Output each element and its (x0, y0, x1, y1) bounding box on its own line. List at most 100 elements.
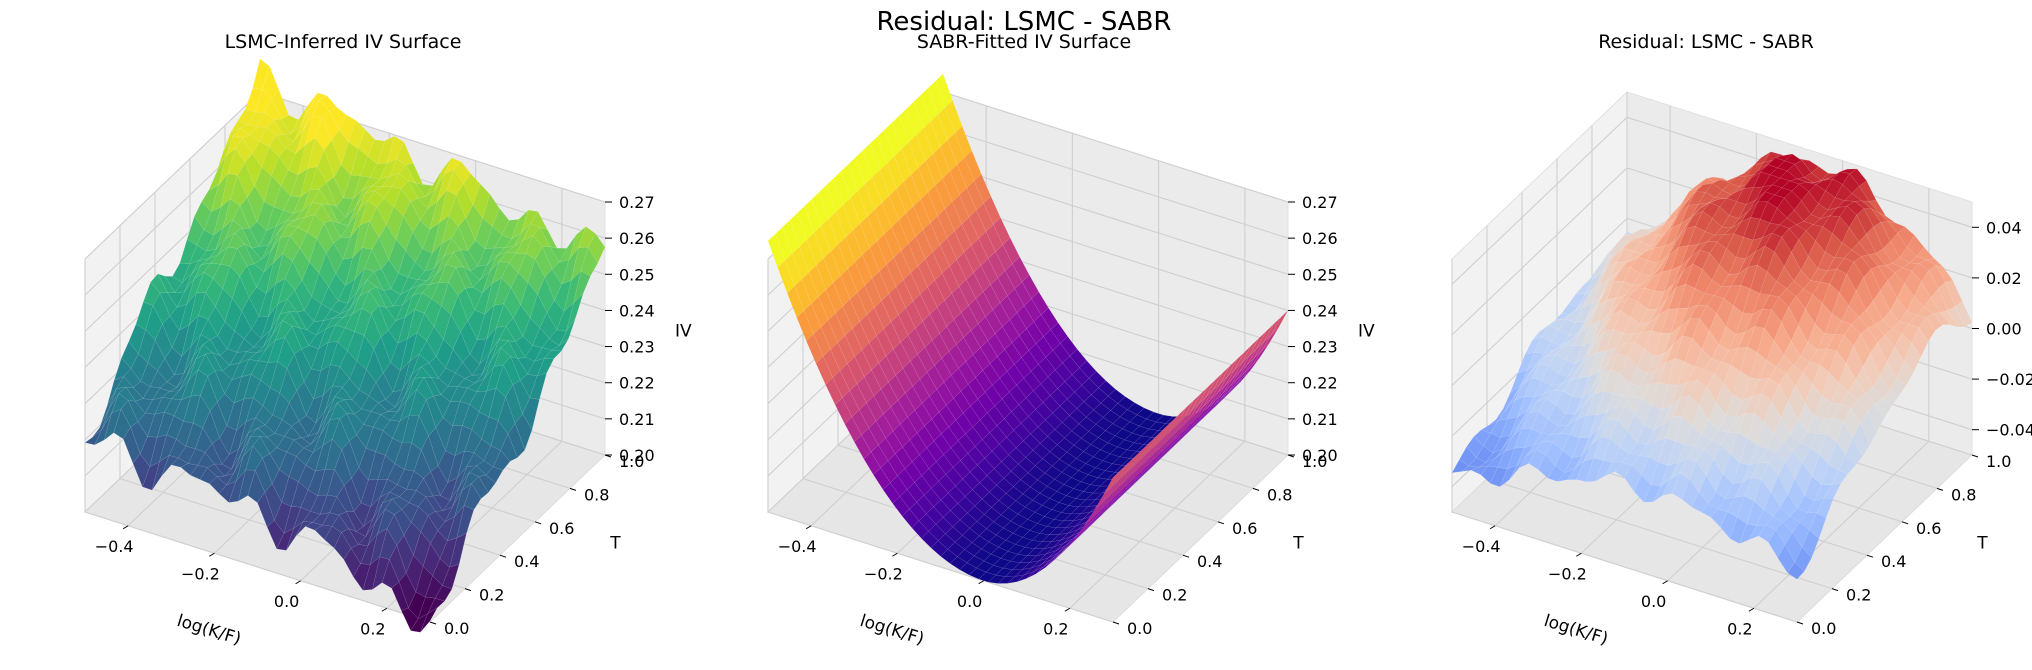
surface (767, 73, 1289, 584)
x-tick-label: 0.2 (1727, 619, 1752, 638)
x-tick-label: −0.4 (95, 537, 134, 556)
x-tick (805, 525, 812, 530)
x-tick (122, 525, 129, 530)
x-tick-label: 0.0 (274, 592, 299, 611)
y-tick (569, 487, 577, 491)
x-axis-label: log(K/F) (175, 611, 244, 649)
z-tick-label: 0.25 (1302, 265, 1338, 284)
z-tick-label: 0.02 (1986, 269, 2022, 288)
y-tick (534, 521, 542, 525)
y-tick (1112, 621, 1120, 625)
y-axis-label: T (609, 534, 621, 554)
y-tick-label: 1.0 (1986, 452, 2011, 471)
surface-patch (1940, 310, 1958, 328)
surface-patch (1845, 437, 1863, 466)
surface-patch (587, 233, 606, 264)
surface-patch (1139, 435, 1158, 461)
y-tick (1796, 621, 1804, 625)
y-tick-label: 0.8 (584, 485, 609, 504)
y-tick (1971, 454, 1979, 458)
surface-patch (1889, 378, 1907, 397)
y-tick-label: 0.2 (479, 586, 504, 605)
z-tick-label: −0.04 (1986, 421, 2032, 440)
surface-patch (1925, 313, 1944, 331)
surface-patch (566, 293, 584, 332)
x-tick (892, 552, 898, 557)
x-tick (381, 607, 388, 612)
surface-patch (1903, 342, 1922, 373)
y-tick (1866, 554, 1874, 558)
surface-patch (543, 349, 562, 359)
z-tick-label: 0.27 (1302, 193, 1338, 212)
y-tick-label: 0.8 (1951, 485, 1976, 504)
subplot-title: LSMC-Inferred IV Surface (225, 31, 462, 53)
x-tick (1489, 525, 1496, 530)
surface-patch (1154, 421, 1172, 447)
z-tick-label: 0.25 (619, 265, 655, 284)
surface-patch (1809, 512, 1827, 540)
y-tick (429, 621, 437, 625)
z-tick-label: 0.22 (619, 374, 655, 393)
x-tick-label: 0.0 (1641, 592, 1666, 611)
y-tick-label: 0.6 (549, 519, 574, 538)
z-tick-label: 0.21 (1302, 410, 1338, 429)
surface-patch (1176, 400, 1194, 426)
y-tick (1147, 588, 1155, 592)
subplot-title: SABR-Fitted IV Surface (917, 31, 1131, 53)
surface-patch (449, 532, 467, 568)
x-tick-label: 0.0 (957, 592, 982, 611)
surface-patch (420, 606, 438, 633)
surface (84, 58, 606, 633)
z-tick-label: 0.24 (1302, 301, 1338, 320)
y-tick-label: 0.4 (1881, 552, 1906, 571)
subplot-1: −0.4 −0.2 0.0 0.2 0.0 0.2 0.4 0.6 0.8 1.00.20 0.21… (767, 31, 1375, 649)
z-tick-label: −0.02 (1986, 370, 2032, 389)
y-tick (1217, 521, 1225, 525)
x-tick-label: −0.2 (181, 564, 220, 583)
y-tick-label: 0.0 (444, 619, 469, 638)
surface-patch (1896, 361, 1915, 386)
subplot-title: Residual: LSMC - SABR (1598, 31, 1814, 53)
y-tick-label: 1.0 (619, 452, 644, 471)
y-tick-label: 0.6 (1232, 519, 1257, 538)
z-tick-label: 0.26 (1302, 229, 1338, 248)
z-tick-label: 0.21 (619, 410, 655, 429)
surface-patch (1787, 561, 1805, 580)
surface-patch (1190, 386, 1209, 412)
surface-patch (456, 505, 475, 539)
y-tick (464, 588, 472, 592)
z-tick-label: 0.27 (619, 193, 655, 212)
y-tick (1252, 487, 1260, 491)
surface-patch (1947, 306, 1966, 328)
surface-patch (434, 585, 453, 602)
y-axis-label: T (1292, 534, 1304, 554)
y-tick-label: 1.0 (1302, 452, 1327, 471)
surface-patch (1219, 358, 1238, 384)
surface-patch (1911, 327, 1929, 358)
y-tick-label: 0.0 (1127, 619, 1152, 638)
y-tick (1936, 487, 1944, 491)
x-tick (1064, 607, 1071, 612)
subplot-2: −0.4 −0.2 0.0 0.2 0.0 0.2 0.4 0.6 0.8 1.0 −0.04 −0.… (1451, 31, 2032, 649)
x-tick (295, 580, 301, 585)
surface-patch (1212, 365, 1230, 391)
y-tick (1182, 554, 1190, 558)
z-tick-label: 0.22 (1302, 374, 1338, 393)
figure-suptitle: Residual: LSMC - SABR (877, 7, 1172, 37)
surface-patch (441, 563, 460, 590)
z-tick-label: 0.20 (1302, 446, 1338, 465)
z-axis-label: IV (1358, 322, 1375, 342)
surface-patch (1161, 414, 1179, 440)
y-tick-label: 0.6 (1916, 519, 1941, 538)
surface-patch (1125, 449, 1143, 475)
z-tick-label: 0.00 (1986, 320, 2022, 339)
surface-patch (1132, 442, 1150, 468)
z-tick-label: 0.26 (619, 229, 655, 248)
z-tick-label: 0.20 (619, 446, 655, 465)
surface-patch (1205, 372, 1223, 398)
surface-patch (1241, 338, 1260, 363)
surface-patch (1249, 331, 1267, 356)
x-tick (1576, 552, 1582, 557)
y-tick (1901, 521, 1909, 525)
x-axis-label: log(K/F) (858, 611, 927, 649)
